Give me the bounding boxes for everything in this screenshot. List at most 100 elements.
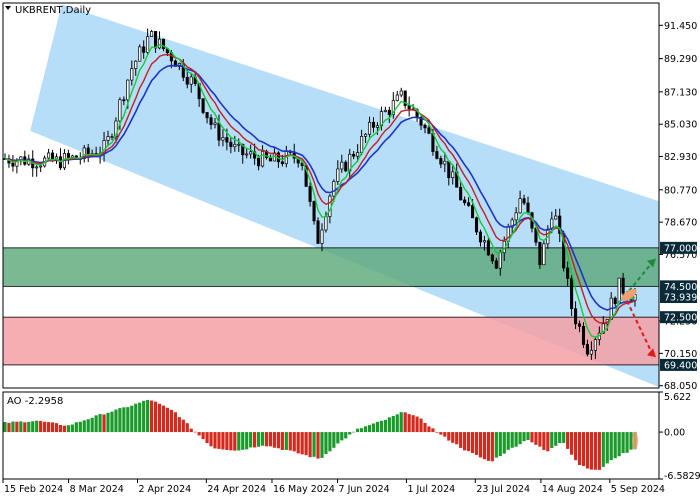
price-label-middle-a-bg	[660, 280, 697, 293]
ao-bar	[474, 432, 479, 455]
ao-bar	[19, 421, 23, 433]
candle-body	[570, 278, 574, 310]
ao-bar	[27, 421, 31, 433]
ao-bar	[542, 432, 546, 450]
candle-body	[558, 215, 562, 234]
ao-bar	[249, 432, 253, 448]
candle-body	[459, 186, 463, 201]
candle-body	[324, 216, 328, 231]
ao-bar	[617, 432, 621, 457]
candle-body	[126, 79, 130, 101]
price-label-lower-a: 72.500	[664, 313, 697, 324]
candle-body	[585, 344, 590, 355]
ao-bar	[478, 432, 483, 458]
ao-bar	[419, 418, 423, 433]
ao-bar	[272, 432, 277, 448]
ao-bar	[169, 409, 174, 433]
ao-bar	[153, 401, 158, 433]
ao-bar	[470, 432, 475, 454]
candle-body	[423, 124, 427, 129]
ao-bar	[102, 414, 106, 433]
candle-body	[217, 122, 221, 141]
ao-tick-label: -6.5829	[664, 471, 700, 482]
time-tick-label: 7 Jun 2024	[339, 484, 390, 495]
ma-fast-line	[4, 43, 636, 338]
ao-bar	[70, 424, 74, 433]
menu-triangle-icon[interactable]	[5, 6, 11, 10]
candle-body	[185, 76, 189, 85]
ao-bar	[348, 432, 352, 435]
ao-bar	[296, 432, 300, 454]
ao-bar	[352, 431, 356, 433]
ao-bar	[435, 432, 439, 433]
price-label-upper-bg	[660, 241, 697, 254]
ao-bar	[522, 432, 526, 442]
ao-bar	[50, 422, 55, 433]
ao-bar	[106, 412, 110, 433]
candle-body	[427, 127, 431, 134]
ao-bar	[221, 432, 225, 450]
ao-bar	[589, 432, 594, 470]
ao-bar	[126, 407, 130, 433]
support-zone	[3, 316, 659, 366]
ao-bar	[11, 421, 15, 433]
time-tick-label: 14 Aug 2024	[542, 484, 603, 495]
ao-pane-border	[2, 391, 660, 480]
candle-body	[280, 161, 284, 165]
candle-body	[375, 125, 380, 128]
candle-body	[257, 157, 261, 167]
ao-bar	[498, 432, 502, 457]
candle-body	[82, 147, 86, 159]
candle-body	[589, 349, 593, 355]
ao-bar	[510, 432, 514, 448]
ao-bar	[54, 423, 59, 433]
ao-bar	[58, 424, 63, 433]
candle-body	[478, 231, 483, 243]
ao-bar	[427, 426, 431, 433]
candle-body	[439, 158, 443, 165]
candle-body	[403, 90, 407, 106]
ao-bar	[233, 432, 237, 451]
candle-body	[356, 152, 360, 157]
candle-body	[617, 277, 621, 305]
candle-body	[157, 38, 162, 49]
ao-bar	[82, 420, 86, 433]
time-tick-label: 1 Jul 2024	[407, 484, 455, 495]
ao-bar	[593, 432, 597, 470]
ao-bar	[46, 422, 51, 433]
ao-bar	[538, 432, 542, 447]
ao-bar	[142, 400, 146, 433]
ao-pane: AO -2.2958	[2, 391, 660, 480]
ao-bar	[130, 405, 134, 433]
ma-mid-line	[4, 53, 636, 324]
ao-bar	[86, 419, 90, 433]
ao-bar	[15, 421, 19, 433]
candle-body	[138, 46, 142, 62]
ao-bar	[161, 405, 166, 433]
ao-bar	[332, 432, 336, 448]
candle-body	[146, 36, 150, 53]
time-tick-label: 15 Feb 2024	[4, 484, 63, 495]
candle-body	[451, 171, 455, 178]
ao-axis: 5.622 0.00 -6.5829	[659, 391, 700, 482]
candle-body	[47, 152, 51, 159]
ao-bar	[292, 432, 296, 452]
price-label-group: 77.000 74.500 73.939 72.500 69.400	[660, 241, 697, 371]
ao-bar	[455, 432, 459, 445]
candle-body	[320, 229, 324, 244]
ao-bar	[573, 432, 578, 461]
candle-body	[613, 297, 617, 305]
bullish-arrow-head	[647, 258, 656, 268]
ao-bar	[451, 432, 455, 443]
ao-bar	[344, 432, 348, 439]
ao-bar	[466, 432, 471, 452]
candle-body	[360, 135, 364, 153]
candle-body	[110, 136, 114, 138]
candle-body	[86, 147, 90, 155]
candle-body	[364, 133, 368, 137]
ao-bar	[268, 432, 273, 447]
ao-bar	[625, 432, 629, 453]
ao-bar	[550, 432, 554, 448]
ao-bar	[241, 432, 245, 450]
